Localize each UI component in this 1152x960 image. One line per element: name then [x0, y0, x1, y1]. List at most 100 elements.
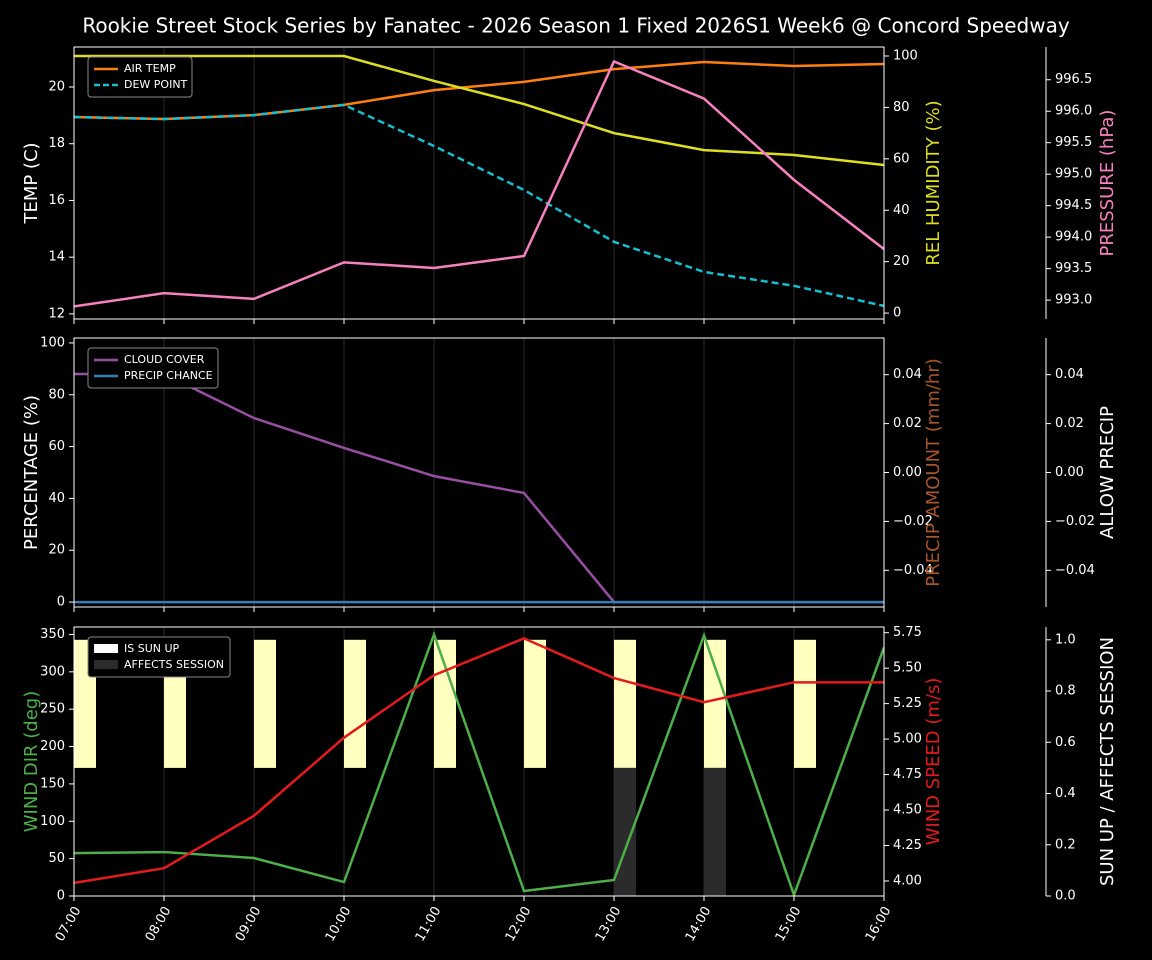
bar [794, 639, 816, 768]
y-tick-label: 100 [40, 814, 65, 829]
x-tick-label: 08:00 [143, 904, 175, 944]
y-tick-label: 0 [57, 889, 65, 904]
y3-tick-label: 993.0 [1055, 293, 1092, 308]
y3-tick-label: 0.6 [1055, 735, 1076, 750]
legend-box [87, 347, 219, 389]
y-tick-label: 12 [48, 306, 65, 321]
series-line [74, 636, 884, 885]
y-tick-label: 14 [48, 250, 65, 265]
y-axis-label: TEMP (C) [21, 142, 42, 224]
plot-frame [73, 46, 885, 320]
y-tick-label: 150 [40, 776, 65, 791]
y-axis-label: PERCENTAGE (%) [21, 395, 42, 550]
x-tick-label: 15:00 [773, 904, 805, 944]
y2-tick-label: 40 [893, 203, 910, 218]
y3-tick-label: 0.4 [1055, 786, 1076, 801]
y3-tick-label: 995.5 [1055, 135, 1092, 150]
y2-tick-label: 20 [893, 254, 910, 269]
legend-label: AFFECTS SESSION [124, 658, 224, 671]
legend-box [87, 56, 193, 98]
y3-tick-label: 0.0 [1055, 889, 1076, 904]
y3-tick-label: 995.0 [1055, 167, 1092, 182]
x-tick-label: 11:00 [413, 904, 445, 944]
y2-tick-label: −0.02 [893, 514, 933, 529]
plot-area [74, 54, 884, 308]
y-tick-label: 80 [48, 387, 65, 402]
y3-tick-label: 0.00 [1055, 465, 1084, 480]
y-tick-label: 20 [48, 79, 65, 94]
y2-axis-label: PRECIP AMOUNT (mm/hr) [923, 358, 944, 587]
y-tick-label: 200 [40, 739, 65, 754]
bar [704, 767, 726, 896]
y2-tick-label: 0.02 [893, 416, 922, 431]
y3-tick-label: 996.0 [1055, 104, 1092, 119]
y-tick-label: 350 [40, 627, 65, 642]
series-line [74, 630, 884, 896]
y3-axis-label: PRESSURE (hPa) [1097, 110, 1118, 257]
y2-tick-label: 4.75 [893, 767, 922, 782]
y-tick-label: 60 [48, 439, 65, 454]
y-tick-label: 0 [57, 595, 65, 610]
y3-tick-label: 994.5 [1055, 198, 1092, 213]
series-line [74, 54, 884, 167]
y3-tick-label: 1.0 [1055, 632, 1076, 647]
legend-label: IS SUN UP [124, 642, 180, 655]
x-tick-label: 10:00 [323, 904, 355, 944]
y3-axis-label: SUN UP / AFFECTS SESSION [1097, 637, 1118, 886]
plot-frame [73, 626, 885, 897]
plot-frame [73, 337, 885, 608]
series-line [74, 372, 884, 604]
y3-tick-label: −0.04 [1055, 563, 1095, 578]
y2-tick-label: −0.04 [893, 563, 933, 578]
y2-tick-label: 4.50 [893, 803, 922, 818]
bar [524, 639, 546, 768]
y3-tick-label: 994.0 [1055, 230, 1092, 245]
y2-tick-label: 60 [893, 151, 910, 166]
x-tick-label: 13:00 [593, 904, 625, 944]
bar [614, 639, 636, 768]
y3-tick-label: 993.5 [1055, 261, 1092, 276]
legend-label: DEW POINT [124, 78, 188, 91]
y2-tick-label: 5.75 [893, 625, 922, 640]
legend-label: PRECIP CHANCE [124, 369, 213, 382]
y-tick-label: 250 [40, 702, 65, 717]
x-tick-label: 12:00 [503, 904, 535, 944]
x-tick-label: 07:00 [53, 904, 85, 944]
y-tick-label: 300 [40, 664, 65, 679]
y-tick-label: 100 [40, 335, 65, 350]
y2-tick-label: 100 [893, 48, 918, 63]
series-line [74, 103, 884, 308]
y3-tick-label: 996.5 [1055, 72, 1092, 87]
x-tick-label: 16:00 [863, 904, 895, 944]
y2-tick-label: 4.00 [893, 873, 922, 888]
y-tick-label: 20 [48, 543, 65, 558]
series-line [74, 59, 884, 308]
plot-area [74, 372, 884, 604]
y2-tick-label: 0.00 [893, 465, 922, 480]
y3-tick-label: 0.02 [1055, 416, 1084, 431]
y-tick-label: 40 [48, 491, 65, 506]
chart-title: Rookie Street Stock Series by Fanatec - … [82, 14, 1070, 38]
y2-tick-label: 5.25 [893, 696, 922, 711]
legend-label: AIR TEMP [124, 62, 176, 75]
y2-tick-label: 4.25 [893, 838, 922, 853]
series-line [74, 60, 884, 121]
y2-axis-label: REL HUMIDITY (%) [923, 100, 944, 265]
y-tick-label: 50 [48, 851, 65, 866]
y3-tick-label: 0.8 [1055, 684, 1076, 699]
y2-axis-label: WIND SPEED (m/s) [923, 678, 944, 846]
legend-swatch [94, 644, 118, 653]
y3-axis-label: ALLOW PRECIP [1097, 406, 1118, 539]
y3-tick-label: 0.2 [1055, 837, 1076, 852]
bar [254, 639, 276, 768]
y3-tick-label: 0.04 [1055, 367, 1084, 382]
bar [704, 639, 726, 768]
y2-tick-label: 80 [893, 100, 910, 115]
y-tick-label: 18 [48, 136, 65, 151]
x-tick-label: 09:00 [233, 904, 265, 944]
y2-tick-label: 0.04 [893, 367, 922, 382]
y-axis-label: WIND DIR (deg) [21, 691, 42, 833]
y2-tick-label: 0 [893, 306, 901, 321]
legend-box [87, 636, 231, 678]
